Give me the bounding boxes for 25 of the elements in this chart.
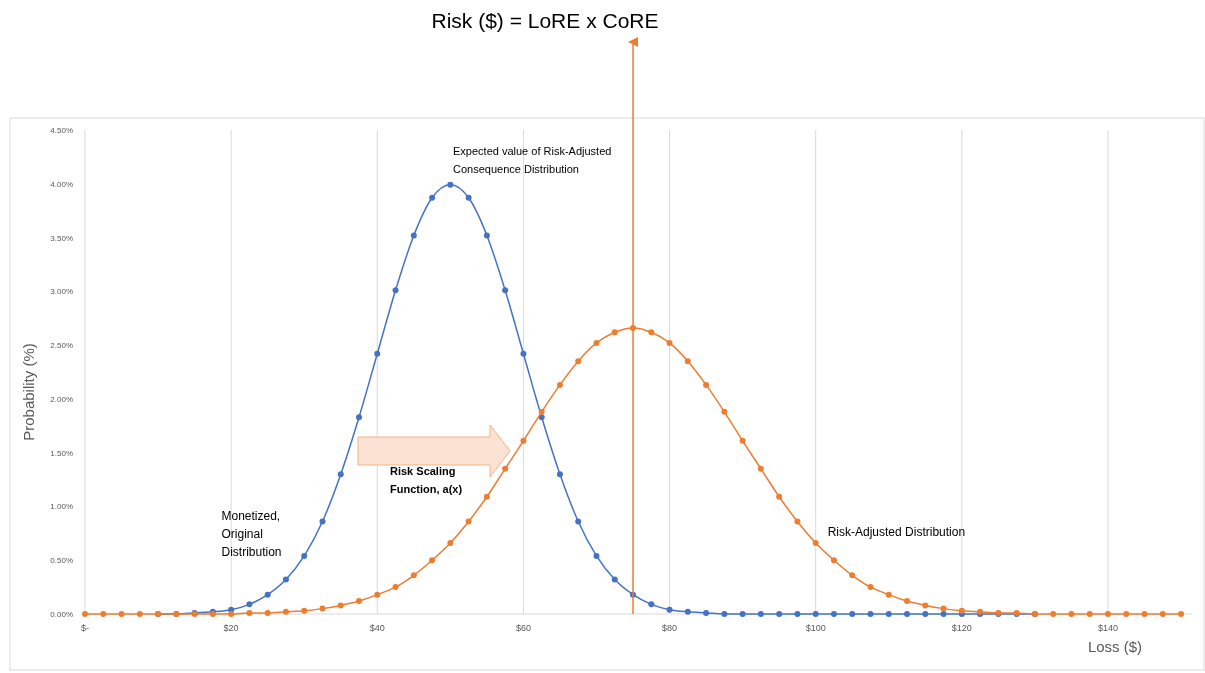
x-tick-label: $- [80, 623, 90, 633]
y-tick-label: 4.00% [50, 179, 73, 189]
x-tick-label: $120 [951, 623, 972, 633]
y-tick-label: 1.50% [50, 448, 73, 458]
ref-line-label: Expected value of Risk-Adjusted Consequence Distribution [453, 145, 612, 175]
x-tick-label: $60 [515, 623, 531, 633]
y-tick-label: 1.00% [50, 502, 73, 512]
x-tick-label: $40 [369, 623, 385, 633]
x-tick-label: $100 [805, 623, 826, 633]
annotation: Risk Scaling Function, a(x) [390, 465, 463, 495]
chart-title: Risk ($) = LoRE x CoRE [431, 9, 659, 32]
y-tick-label: 0.50% [50, 556, 73, 566]
x-tick-label: $20 [223, 623, 239, 633]
y-axis-title: Probability (%) [20, 343, 37, 441]
y-tick-label: 3.50% [50, 233, 73, 243]
x-tick-label: $140 [1097, 623, 1118, 633]
x-tick-label: $80 [662, 623, 678, 633]
y-tick-label: 4.50% [50, 126, 73, 135]
y-tick-label: 2.50% [50, 341, 73, 351]
x-axis-title: Loss ($) [1087, 638, 1143, 655]
y-tick-label: 2.00% [50, 394, 73, 404]
series-label: Risk-Adjusted Distribution [827, 525, 966, 540]
series-label: Monetized, Original Distribution [221, 508, 282, 559]
y-tick-label: 0.00% [50, 610, 73, 619]
y-tick-label: 3.00% [50, 287, 73, 297]
